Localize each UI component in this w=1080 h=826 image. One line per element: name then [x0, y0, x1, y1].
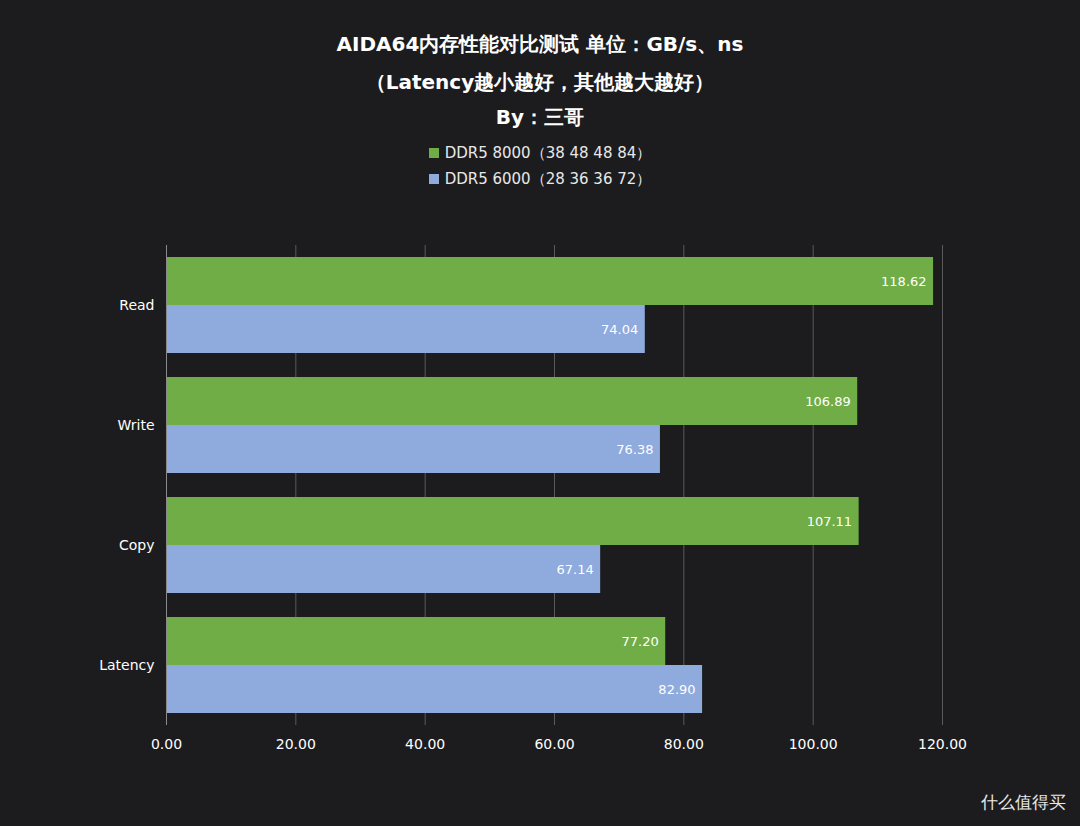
svg-text:100.00: 100.00	[789, 736, 838, 752]
svg-text:76.38: 76.38	[616, 442, 653, 457]
svg-text:77.20: 77.20	[622, 634, 659, 649]
svg-text:Read: Read	[119, 297, 154, 313]
html-text:AIDA64内存性能对比测试 单位：GB/s、ns: AIDA64内存性能对比测试 单位：GB/s、ns	[336, 32, 744, 56]
svg-text:118.62: 118.62	[881, 274, 927, 289]
svg-text:67.14: 67.14	[556, 562, 593, 577]
svg-text:60.00: 60.00	[534, 736, 574, 752]
svg-text:Copy: Copy	[119, 537, 155, 553]
html-text:By：三哥: By：三哥	[495, 105, 585, 129]
svg-text:120.00: 120.00	[918, 736, 967, 752]
svg-text:82.90: 82.90	[658, 682, 695, 697]
svg-text:80.00: 80.00	[664, 736, 704, 752]
svg-text:107.11: 107.11	[807, 514, 853, 529]
svg-text:20.00: 20.00	[276, 736, 316, 752]
svg-text:Latency: Latency	[99, 657, 154, 673]
html-text:DDR5 8000（38 48 48 84）: DDR5 8000（38 48 48 84）	[444, 144, 652, 162]
svg-text:0.00: 0.00	[151, 736, 182, 752]
svg-text:106.89: 106.89	[805, 394, 851, 409]
html-text:（Latency越小越好，其他越大越好）: （Latency越小越好，其他越大越好）	[365, 70, 715, 94]
html-text:什么值得买: 什么值得买	[981, 792, 1066, 812]
svg-text:74.04: 74.04	[601, 322, 638, 337]
html-text:DDR5 6000（28 36 36 72）: DDR5 6000（28 36 36 72）	[444, 170, 652, 188]
svg-text:Write: Write	[118, 417, 155, 433]
svg-text:40.00: 40.00	[405, 736, 445, 752]
